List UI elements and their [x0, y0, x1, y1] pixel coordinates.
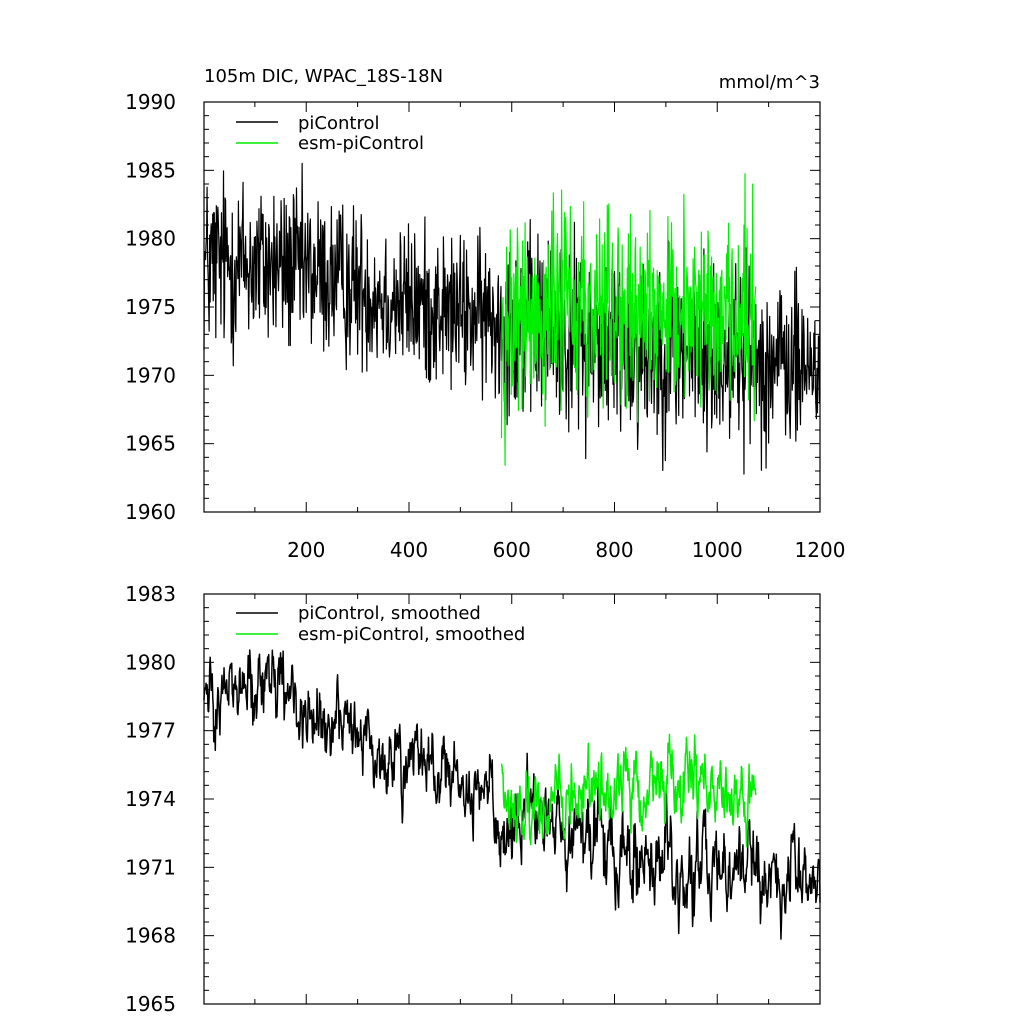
y-tick-label: 1980	[125, 227, 176, 251]
y-tick-label: 1970	[125, 363, 176, 387]
panel-bottom: 1965 1968 1971 1974 1977 1980 1983 piControl, …	[125, 582, 821, 1016]
panel-top-legend: piControl esm-piControl	[236, 113, 424, 154]
panel-top: 105m DIC, WPAC_18S-18N mmol/m^3 1960 1965…	[125, 66, 845, 562]
panel-top-ticks	[204, 101, 821, 513]
panel-top-tick-labels: 1960 1965 1970 1975 1980 1985 1990 200 400 600 800…	[125, 90, 845, 562]
y-tick-label: 1977	[125, 719, 176, 743]
panel-bottom-series-layer	[203, 649, 821, 940]
y-tick-label: 1968	[125, 924, 176, 948]
series-smoothed-picontrol-line	[203, 649, 821, 940]
legend-label-esm-picontrol: esm-piControl	[298, 133, 424, 154]
y-tick-label: 1965	[125, 432, 176, 456]
y-tick-label: 1983	[125, 582, 176, 606]
panel-bottom-ticks	[204, 593, 821, 1005]
series-smoothed-esm-picontrol-line	[500, 733, 757, 848]
panel-bottom-tick-labels: 1965 1968 1971 1974 1977 1980 1983	[125, 582, 176, 1016]
y-tick-label: 1990	[125, 90, 176, 114]
x-tick-label: 1200	[795, 538, 846, 562]
y-tick-label: 1980	[125, 650, 176, 674]
x-tick-label: 200	[287, 538, 325, 562]
y-tick-label: 1974	[125, 787, 176, 811]
x-tick-label: 600	[493, 538, 531, 562]
panel-top-units: mmol/m^3	[719, 72, 820, 93]
y-tick-label: 1965	[125, 992, 176, 1016]
series-esm-picontrol-line	[500, 173, 757, 466]
legend-label-esm-picontrol-smoothed: esm-piControl, smoothed	[298, 624, 525, 645]
y-tick-label: 1985	[125, 158, 176, 182]
legend-label-picontrol: piControl	[298, 113, 380, 134]
y-tick-label: 1975	[125, 295, 176, 319]
panel-bottom-legend: piControl, smoothed esm-piControl, smoot…	[236, 603, 525, 645]
x-tick-label: 1000	[692, 538, 743, 562]
legend-label-picontrol-smoothed: piControl, smoothed	[298, 603, 481, 624]
panel-top-title: 105m DIC, WPAC_18S-18N	[204, 66, 443, 87]
panel-top-series-layer	[203, 162, 821, 475]
y-tick-label: 1960	[125, 500, 176, 524]
x-tick-label: 800	[595, 538, 633, 562]
x-tick-label: 400	[390, 538, 428, 562]
y-tick-label: 1971	[125, 855, 176, 879]
